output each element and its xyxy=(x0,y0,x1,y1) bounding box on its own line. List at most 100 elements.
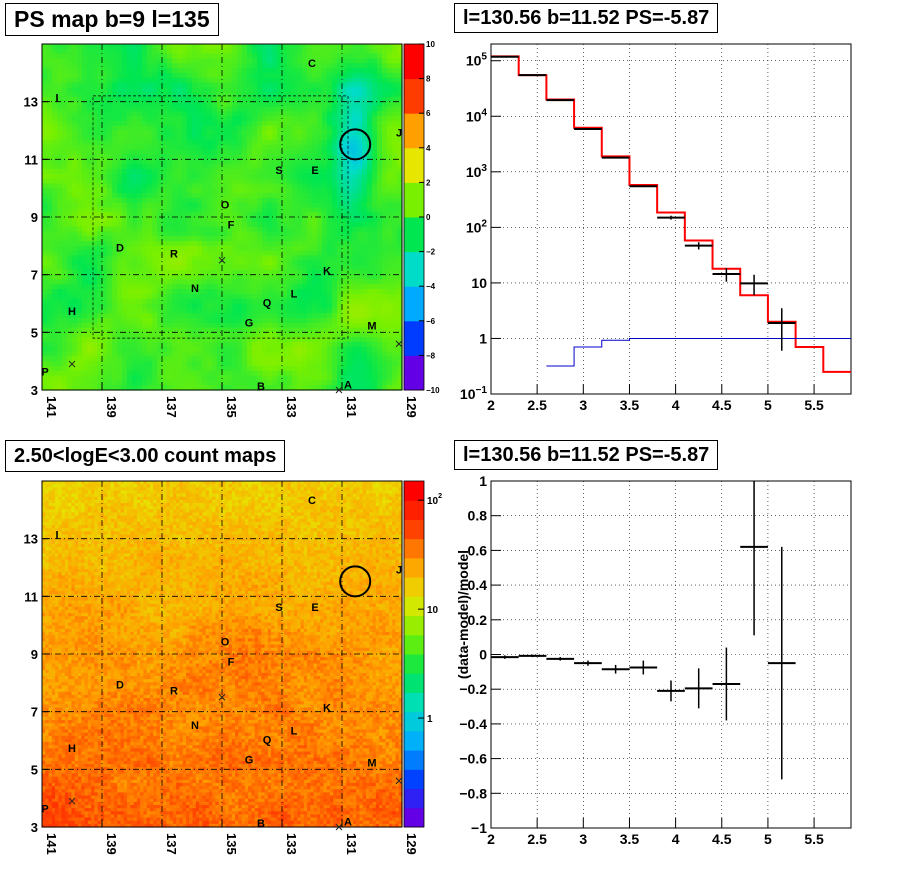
y-tick-label: 5 xyxy=(31,325,38,340)
colorbar-tick-label: 0 xyxy=(426,213,431,222)
y-tick-label: 11 xyxy=(24,589,38,604)
source-label: S xyxy=(275,165,282,177)
y-tick-label: 5 xyxy=(31,762,38,777)
y-tick-label: 10 xyxy=(471,275,487,291)
y-tick-label: 13 xyxy=(24,95,38,110)
source-label: D xyxy=(116,243,124,255)
source-label: I xyxy=(55,530,58,542)
colorbar-bin xyxy=(404,182,424,218)
source-label: A xyxy=(344,380,352,392)
x-tick-label: 5.5 xyxy=(804,831,824,847)
colorbar-bin xyxy=(404,355,424,391)
colorbar-tick-label: 6 xyxy=(426,109,431,118)
y-tick-label: 3 xyxy=(31,383,38,398)
colorbar-tick-label: −4 xyxy=(426,282,436,291)
x-tick-label: 2 xyxy=(487,397,495,413)
source-label: H xyxy=(68,743,76,755)
count-map-title: 2.50<logE<3.00 count maps xyxy=(5,440,286,472)
spectrum-panel: 2 2.5 3 3.5 4 4.5 5 5.5 10−1 1 10 102 103 104 105 xyxy=(460,43,852,413)
x-tick-label: 135 xyxy=(224,833,239,855)
colorbar-bin xyxy=(404,807,424,828)
cross-marker xyxy=(218,693,226,701)
source-label: B xyxy=(257,381,265,393)
residual-title: l=130.56 b=11.52 PS=-5.87 xyxy=(454,440,719,470)
colorbar-bin xyxy=(404,692,424,713)
colorbar-tick-label: −10 xyxy=(426,386,440,395)
x-tick-label: 139 xyxy=(104,833,119,855)
background-step-line xyxy=(546,337,851,367)
sky-map xyxy=(42,44,403,391)
x-tick-label: 131 xyxy=(344,833,359,855)
colorbar-bin xyxy=(404,519,424,540)
colorbar-bin xyxy=(404,730,424,751)
x-tick-label: 133 xyxy=(284,833,299,855)
source-label: G xyxy=(245,755,254,767)
colorbar-bin xyxy=(404,673,424,693)
x-tick-label: 3 xyxy=(579,397,587,413)
colorbar-bin xyxy=(404,750,424,770)
source-label: P xyxy=(41,804,48,816)
cross-marker xyxy=(335,386,343,394)
source-label: L xyxy=(291,726,298,738)
source-label: E xyxy=(311,165,318,177)
y-tick-label: 1 xyxy=(479,330,487,346)
y-tick-label: 11 xyxy=(24,152,38,167)
y-tick-label: −1 xyxy=(471,820,487,836)
source-label: J xyxy=(396,564,402,576)
colorbar-tick-label: 102 xyxy=(427,491,442,507)
colorbar-bin xyxy=(404,286,424,322)
colorbar-tick-label: −8 xyxy=(426,351,436,360)
source-label: Q xyxy=(263,734,272,746)
x-tick-label: 2 xyxy=(487,831,495,847)
x-tick-label: 141 xyxy=(44,396,59,418)
x-tick-label: 5 xyxy=(764,831,772,847)
x-tick-label: 4.5 xyxy=(712,831,732,847)
y-tick-label: 13 xyxy=(24,532,38,547)
colorbar-bin xyxy=(404,217,424,253)
colorbar-bin xyxy=(404,44,424,80)
source-label: N xyxy=(191,283,199,295)
source-label: N xyxy=(191,720,199,732)
colorbar-bin xyxy=(404,147,424,183)
cross-marker xyxy=(395,340,403,348)
source-label: E xyxy=(311,602,318,614)
cross-marker xyxy=(68,797,76,805)
y-tick-label: 10−1 xyxy=(460,385,487,402)
y-tick-label: 0.8 xyxy=(468,508,488,524)
colorbar-bin xyxy=(404,615,424,636)
colorbar-bin xyxy=(404,320,424,356)
y-tick-label: 105 xyxy=(466,52,488,69)
y-tick-label: 103 xyxy=(466,163,488,180)
x-tick-label: 137 xyxy=(164,833,179,855)
colorbar-bin xyxy=(404,113,424,149)
cross-marker xyxy=(395,777,403,785)
selected-source-circle xyxy=(339,128,372,161)
source-label: F xyxy=(228,657,235,669)
source-label: Q xyxy=(263,297,272,309)
source-label: R xyxy=(170,248,178,260)
y-tick-label: 104 xyxy=(466,107,488,124)
colorbar-tick-label: 10 xyxy=(426,40,435,49)
x-tick-label: 5.5 xyxy=(804,397,824,413)
source-label: J xyxy=(396,127,402,139)
source-label: R xyxy=(170,685,178,697)
source-label: D xyxy=(116,680,124,692)
colorbar-bin xyxy=(404,711,424,732)
y-tick-label: 0.2 xyxy=(468,612,488,628)
colorbar-bin xyxy=(404,481,424,501)
x-tick-label: 141 xyxy=(44,833,59,855)
colorbar-tick-label: −2 xyxy=(426,248,436,257)
source-label: K xyxy=(323,703,331,715)
ps-map-panel: 141 139 137 135 133 131 129 3 5 7 9 11 13 C I S E OF D R K N L… xyxy=(24,40,441,418)
cross-marker xyxy=(68,360,76,368)
x-tick-label: 4.5 xyxy=(712,397,732,413)
colorbar-bin xyxy=(404,577,424,597)
x-tick-label: 5 xyxy=(764,397,772,413)
source-label: O xyxy=(221,636,230,648)
source-label: H xyxy=(68,306,76,318)
x-tick-label: 3.5 xyxy=(620,831,640,847)
colorbar-bin xyxy=(404,557,424,578)
y-tick-label: 7 xyxy=(31,268,38,283)
colorbar-bin xyxy=(404,788,424,809)
y-tick-label: 9 xyxy=(31,210,38,225)
